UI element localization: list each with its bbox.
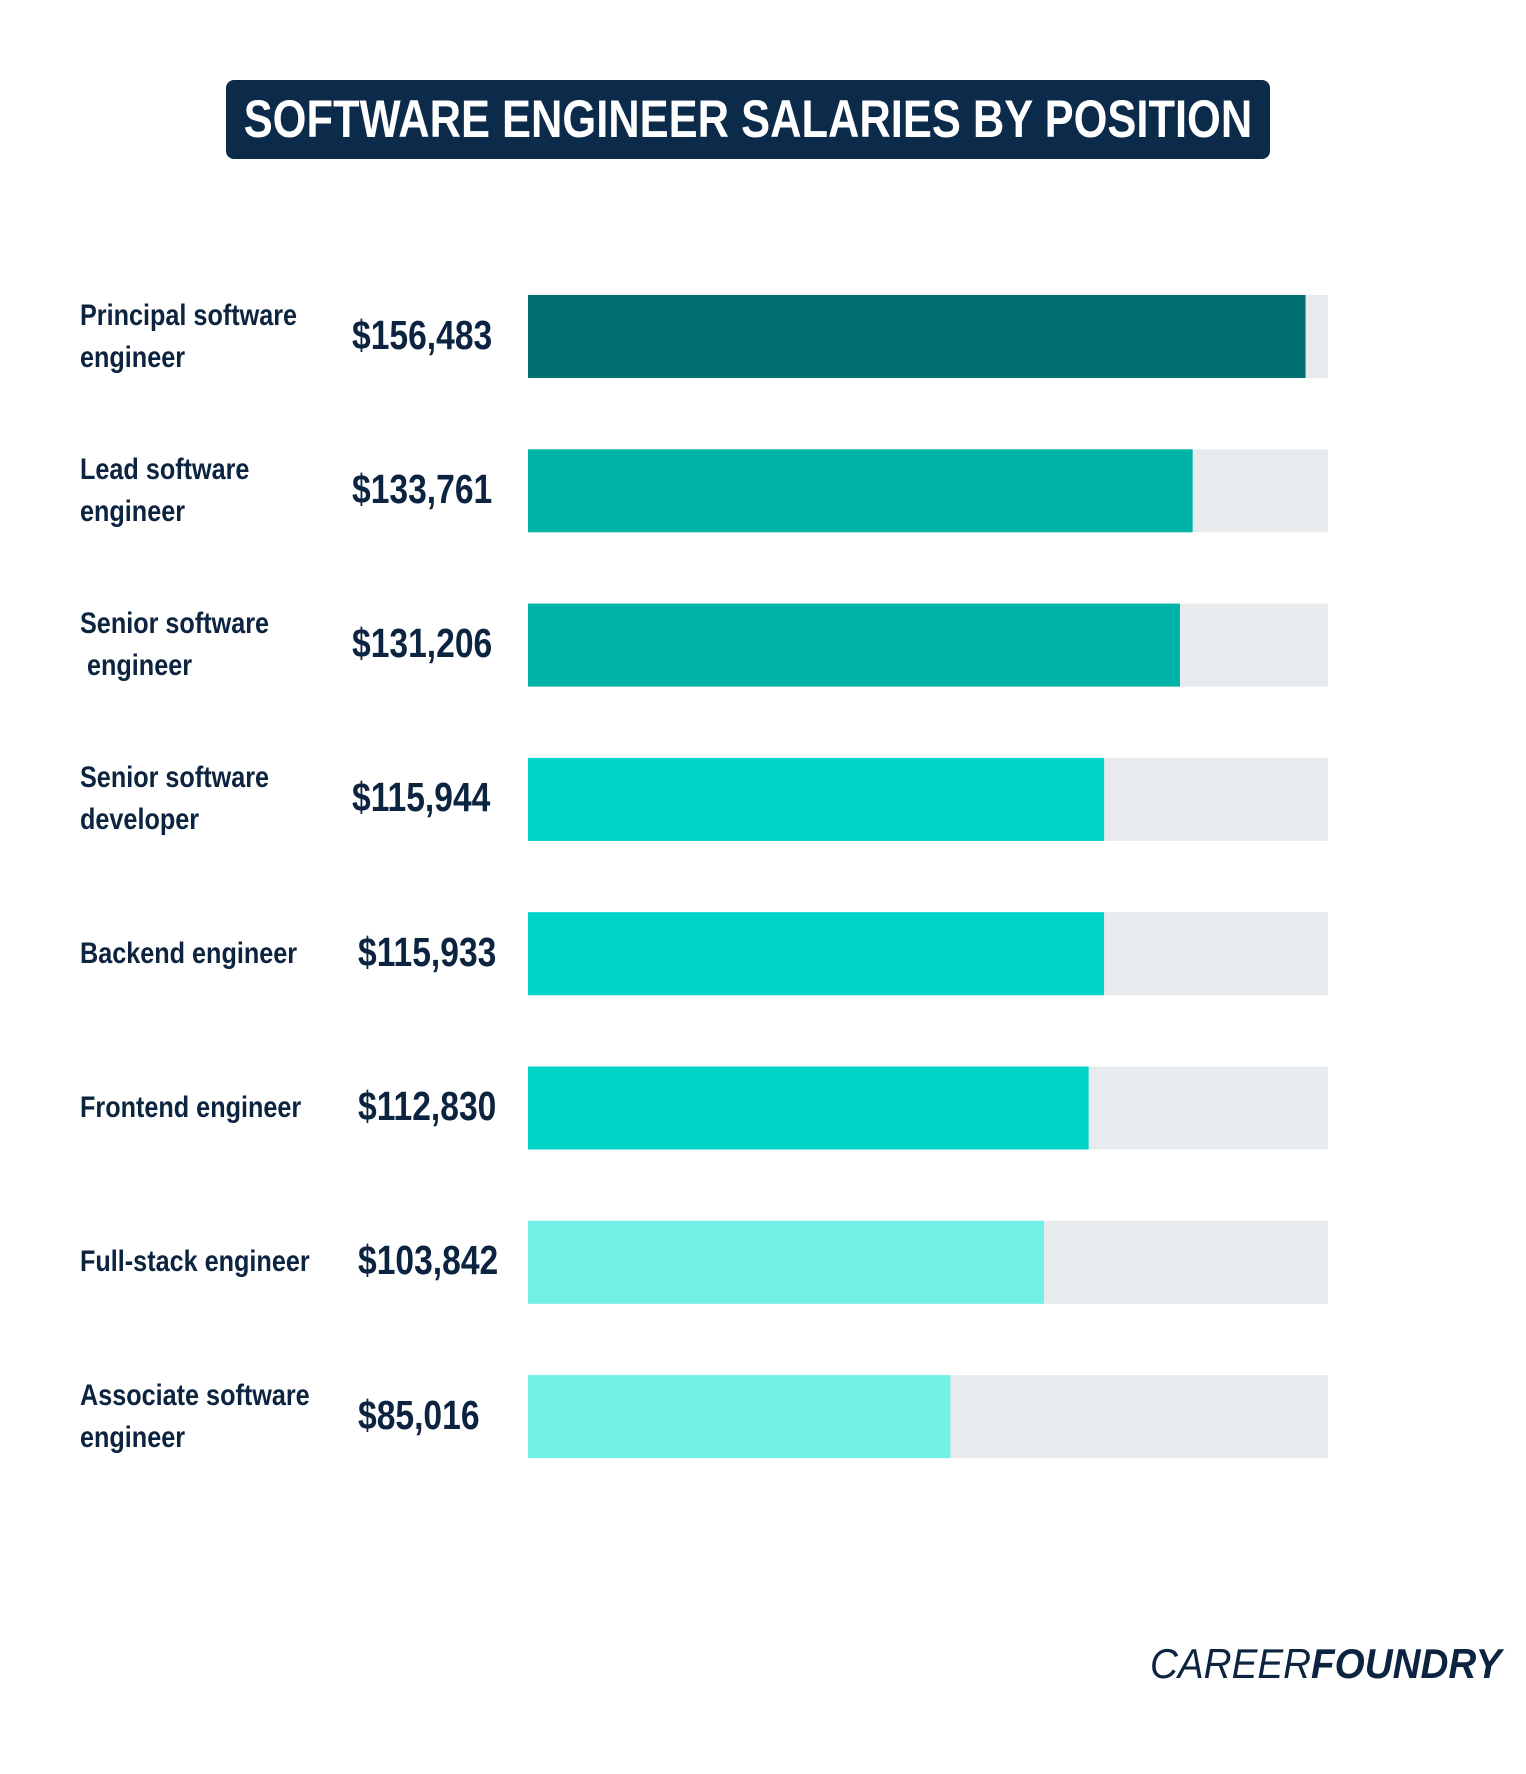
- category-label-5: Frontend engineer: [80, 1091, 302, 1124]
- bar-0: [528, 295, 1306, 378]
- category-label-0: Principal software engineer: [80, 298, 298, 374]
- value-label-2: $131,206: [352, 620, 493, 667]
- bar-1: [528, 449, 1193, 533]
- chart-title: SOFTWARE ENGINEER SALARIES BY POSITION: [243, 90, 1253, 149]
- value-label-4: $115,933: [358, 928, 497, 975]
- value-label-1: $133,761: [352, 465, 493, 512]
- category-label-7: Associate software engineer: [80, 1378, 310, 1454]
- category-label-1: Lead software engineer: [80, 452, 250, 528]
- careerfoundry-logo: CAREERFOUNDRY: [1150, 1640, 1501, 1688]
- logo-heavy-text: FOUNDRY: [1311, 1640, 1502, 1687]
- bar-4: [528, 912, 1105, 996]
- value-label-5: $112,830: [358, 1083, 497, 1129]
- bar-7: [528, 1375, 951, 1459]
- value-label-0: $156,483: [352, 311, 493, 358]
- bar-5: [528, 1066, 1089, 1150]
- bar-2: [528, 603, 1180, 687]
- bar-6: [528, 1220, 1044, 1304]
- value-label-7: $85,016: [358, 1391, 480, 1438]
- category-label-6: Full-stack engineer: [80, 1245, 310, 1279]
- logo-light-text: CAREER: [1150, 1640, 1312, 1687]
- category-label-4: Backend engineer: [80, 936, 298, 970]
- value-label-3: $115,944: [352, 774, 491, 821]
- value-label-6: $103,842: [358, 1237, 499, 1284]
- bar-3: [528, 757, 1105, 841]
- category-label-3: Senior software developer: [80, 761, 270, 837]
- category-label-2: Senior software engineer: [80, 607, 270, 683]
- chart-title-banner: SOFTWARE ENGINEER SALARIES BY POSITION: [226, 80, 1270, 159]
